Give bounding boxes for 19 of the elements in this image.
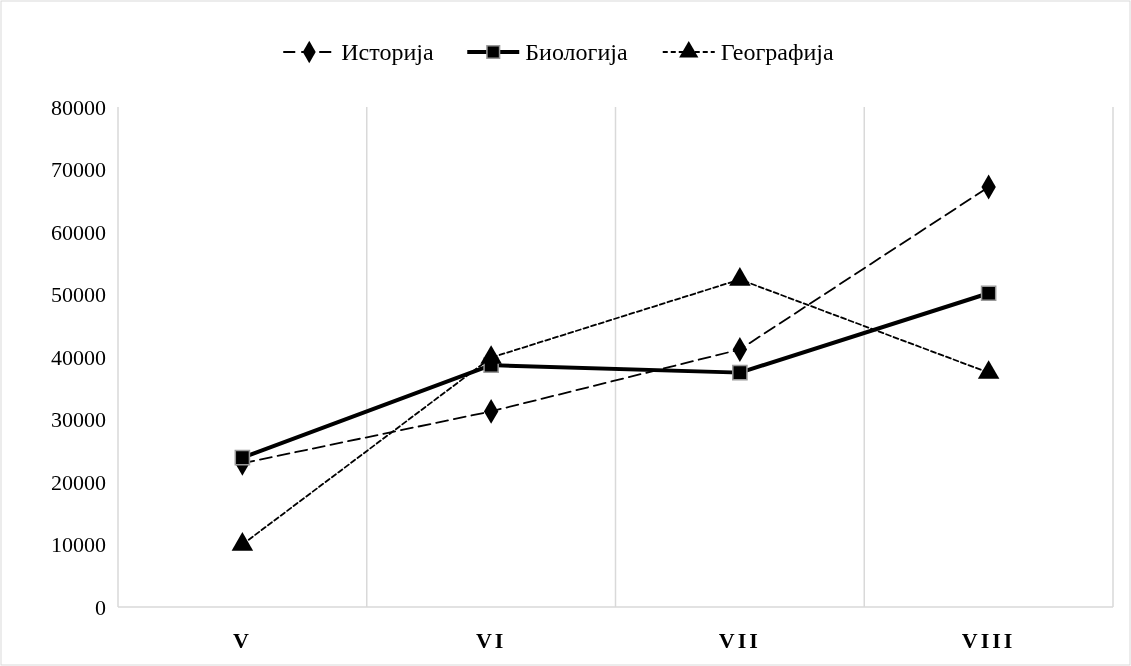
- point: [234, 449, 251, 466]
- x-tick-label: V: [232, 628, 252, 653]
- legend-label: Биологија: [525, 39, 628, 66]
- x-tick-label: VII: [718, 628, 761, 653]
- y-tick-label: 10000: [51, 532, 106, 558]
- y-tick-label: 30000: [51, 407, 106, 433]
- legend-label: Историја: [341, 39, 434, 66]
- y-tick-label: 60000: [51, 219, 106, 245]
- point: [732, 364, 748, 381]
- y-tick-label: 70000: [51, 157, 106, 183]
- y-tick-label: 20000: [51, 469, 106, 495]
- y-tick-label: 50000: [51, 282, 106, 308]
- point: [980, 285, 997, 302]
- y-tick-label: 0: [95, 594, 106, 620]
- x-tick-label: VIII: [961, 628, 1016, 653]
- y-tick-label: 80000: [51, 94, 106, 120]
- legend-label: Географија: [720, 39, 835, 66]
- y-tick-label: 40000: [51, 344, 106, 370]
- x-tick-label: VI: [475, 628, 507, 653]
